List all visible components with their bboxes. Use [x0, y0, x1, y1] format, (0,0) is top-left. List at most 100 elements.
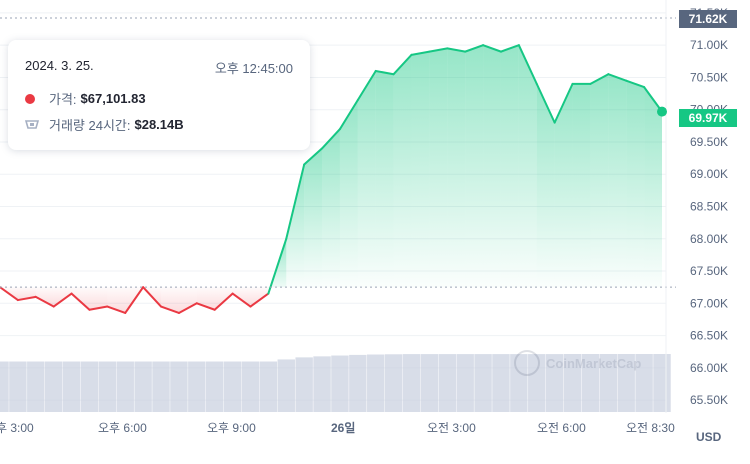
volume-bars: [0, 354, 671, 412]
price-area-30: [536, 83, 555, 288]
price-area-12: [214, 287, 233, 310]
price-area-34: [608, 74, 627, 288]
y-tick-label-11: 71.00K: [690, 38, 728, 52]
volume-bar-18: [313, 356, 331, 412]
tooltip-price-value: $67,101.83: [80, 91, 146, 106]
price-segment-17: [303, 147, 324, 166]
volume-bar-4: [62, 361, 81, 412]
y-tick-label-10: 70.50K: [690, 70, 728, 84]
y-axis: 65.50K 66.00K 66.50K 67.00K 67.50K 68.00K 68.5…: [690, 6, 728, 407]
volume-bar-36: [635, 354, 653, 412]
price-area-32: [572, 83, 591, 288]
volume-bar-9: [152, 361, 170, 412]
price-segment-0: [0, 286, 19, 302]
price-segment-33: [589, 73, 610, 85]
x-tick-label-4: 오전 3:00: [427, 421, 476, 435]
volume-bar-37: [653, 354, 671, 412]
price-segment-7: [124, 286, 145, 314]
price-segment-9: [160, 305, 180, 314]
price-segment-20: [356, 69, 377, 102]
volume-bar-15: [259, 361, 278, 412]
volume-bar-0: [0, 361, 9, 412]
volume-bar-17: [295, 357, 313, 412]
volume-bar-33: [581, 354, 600, 412]
current-price-dot[interactable]: [657, 106, 667, 117]
price-area-24: [429, 48, 448, 288]
price-area-5: [89, 287, 108, 310]
y-tick-label-2: 66.50K: [690, 329, 728, 343]
price-area-27: [483, 45, 501, 288]
volume-bar-28: [492, 354, 510, 412]
tooltip-volume-row: 거래량 24시간: $28.14B: [25, 115, 184, 134]
volume-bar-13: [223, 361, 242, 412]
volume-bar-27: [474, 354, 492, 412]
price-area-17: [304, 148, 323, 288]
volume-bar-6: [98, 361, 117, 412]
price-segment-11: [195, 302, 216, 311]
price-segment-12: [213, 292, 234, 311]
price-area-18: [322, 129, 340, 288]
volume-bar-22: [384, 354, 403, 412]
price-segment-36: [643, 86, 663, 113]
x-tick-label-0: 후 3:00: [0, 421, 34, 435]
price-segment-4: [70, 292, 91, 311]
chart-tooltip: 2024. 3. 25. 오후 12:45:00 가격: $67,101.83 …: [8, 40, 310, 150]
price-segment-29: [517, 44, 538, 85]
volume-bar-3: [44, 361, 63, 412]
price-segment-14: [249, 292, 270, 308]
price-segment-21: [374, 69, 395, 76]
price-area-35: [626, 80, 645, 288]
volume-bar-21: [367, 354, 385, 412]
price-segment-31: [553, 82, 574, 124]
price-segment-34: [607, 73, 628, 82]
volume-bar-7: [116, 361, 134, 412]
price-segment-16: [285, 163, 306, 240]
price-segment-25: [446, 47, 467, 53]
price-segment-30: [535, 82, 556, 124]
price-area-20: [357, 70, 376, 288]
price-segment-5: [88, 305, 109, 311]
x-axis: 후 3:00 오후 6:00 오후 9:00 26일 오전 3:00 오전 6:00 오전 …: [0, 421, 675, 435]
volume-bar-10: [170, 361, 188, 412]
price-area-29: [518, 45, 537, 288]
volume-bar-1: [9, 361, 27, 412]
volume-bar-20: [349, 354, 367, 412]
price-area-fill: [0, 45, 662, 313]
price-area-16: [286, 164, 305, 288]
tooltip-date: 2024. 3. 25.: [25, 58, 94, 73]
price-segment-13: [231, 292, 252, 308]
current-price-badge: 69.97K: [679, 109, 737, 127]
price-area-14: [250, 287, 269, 307]
price-area-25: [447, 48, 466, 288]
volume-bar-35: [617, 354, 635, 412]
price-segment-22: [392, 53, 413, 76]
price-area-33: [590, 74, 609, 288]
price-segment-18: [321, 128, 341, 150]
y-tick-label-8: 69.50K: [690, 135, 728, 149]
volume-bar-31: [545, 354, 564, 412]
watermark: CoinMarketCap: [514, 350, 641, 376]
price-segment-28: [499, 44, 520, 53]
volume-bar-16: [277, 359, 295, 412]
y-tick-label-0: 65.50K: [690, 393, 728, 407]
volume-icon: [25, 119, 39, 129]
tooltip-time: 오후 12:45:00: [214, 61, 293, 76]
volume-bar-23: [402, 354, 421, 412]
price-segment-1: [16, 295, 37, 302]
price-segment-10: [177, 302, 198, 314]
price-area-4: [71, 287, 90, 310]
volume-bar-5: [80, 361, 99, 412]
volume-bar-14: [241, 361, 260, 412]
price-segment-26: [464, 44, 485, 53]
volume-bar-32: [563, 354, 582, 412]
volume-bar-25: [438, 354, 457, 412]
high-price-badge: 71.62K: [679, 10, 737, 28]
price-segment-8: [142, 286, 163, 308]
price-area-21: [375, 70, 394, 288]
price-segment-27: [482, 44, 502, 53]
y-tick-label-3: 67.00K: [690, 296, 728, 310]
price-area-28: [500, 45, 519, 288]
price-segment-3: [52, 292, 73, 308]
price-area-6: [107, 287, 126, 313]
